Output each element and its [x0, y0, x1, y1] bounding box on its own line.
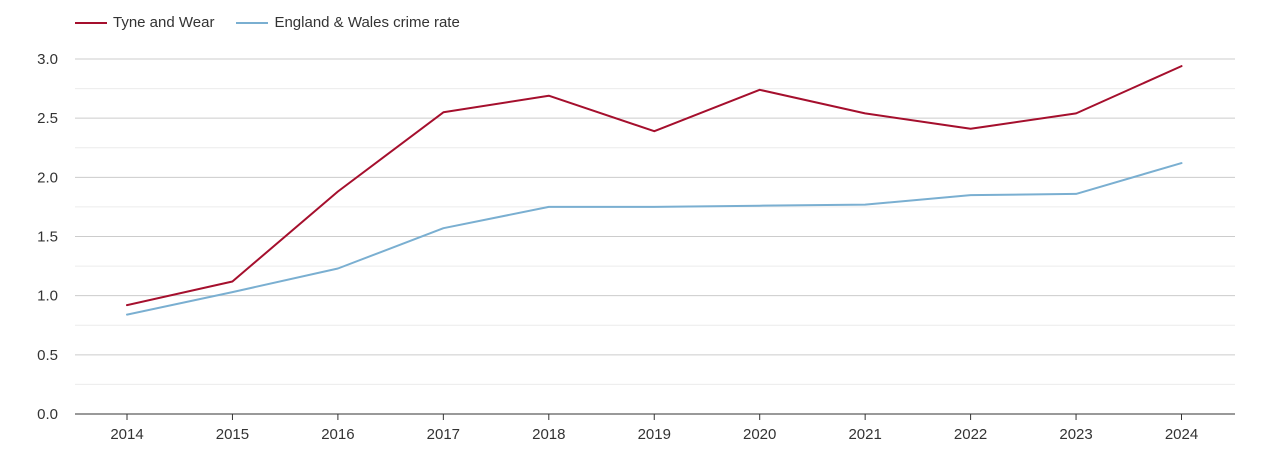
legend-swatch-tyne-and-wear	[75, 21, 107, 24]
y-tick-label: 3.0	[37, 51, 58, 68]
chart-legend: Tyne and Wear England & Wales crime rate	[75, 14, 482, 31]
x-tick-label: 2024	[1165, 426, 1198, 443]
y-tick-label: 2.5	[37, 110, 58, 127]
series-line-tyne-and-wear	[126, 65, 1183, 307]
legend-item-tyne-and-wear[interactable]: Tyne and Wear	[75, 14, 214, 31]
x-tick-label: 2014	[110, 426, 143, 443]
y-tick-label: 1.0	[37, 288, 58, 305]
legend-label-tyne-and-wear: Tyne and Wear	[113, 14, 215, 31]
x-tick-label: 2022	[954, 426, 987, 443]
x-tick-label: 2016	[321, 426, 354, 443]
y-tick-label: 0.5	[37, 347, 58, 364]
x-tick-label: 2018	[532, 426, 565, 443]
legend-item-england-wales[interactable]: England & Wales crime rate	[236, 14, 460, 31]
legend-swatch-england-wales	[236, 21, 269, 24]
x-tick-label: 2023	[1059, 426, 1092, 443]
x-tick-label: 2017	[427, 426, 460, 443]
x-tick-label: 2015	[216, 426, 249, 443]
x-tick-label: 2020	[743, 426, 776, 443]
y-tick-label: 2.0	[37, 169, 58, 186]
y-tick-label: 1.5	[37, 229, 58, 246]
x-tick-label: 2021	[848, 426, 881, 443]
series-line-england-wales	[126, 162, 1183, 316]
legend-label-england-wales: England & Wales crime rate	[274, 14, 460, 31]
x-tick-label: 2019	[638, 426, 671, 443]
y-tick-label: 0.0	[37, 406, 58, 423]
